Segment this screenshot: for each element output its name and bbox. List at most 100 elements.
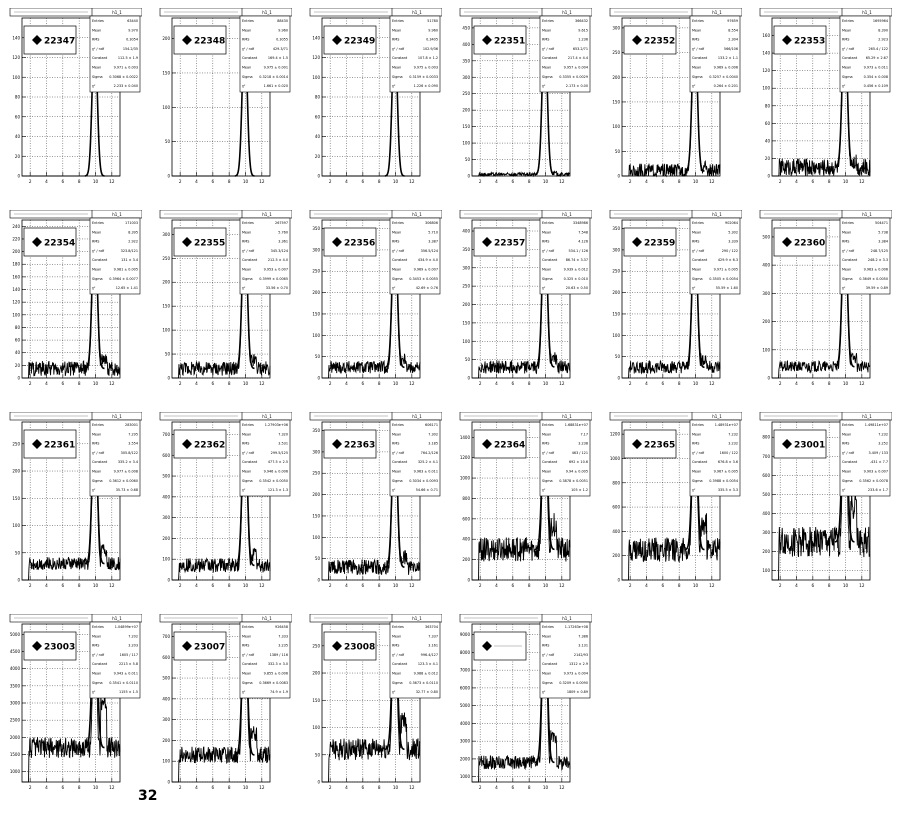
y-tick-label: 250	[612, 269, 620, 274]
x-tick-label: 8	[678, 179, 681, 184]
legend-marker-icon	[182, 641, 192, 651]
histogram-panel: h1_12 4 6 8 10 120204060801001201401601802002…	[9, 210, 142, 386]
stats-label: Mean	[392, 432, 401, 436]
stats-value: 54.66 ± 0.71	[416, 488, 438, 492]
stats-label: Mean	[842, 432, 851, 436]
y-tick-label: 250	[312, 643, 320, 648]
stats-value: 7.202	[128, 634, 138, 638]
stats-label: Mean	[542, 672, 551, 676]
hist-name: h1_1	[862, 212, 872, 217]
x-tick-label: 2	[179, 583, 182, 588]
legend-marker-icon	[182, 35, 192, 45]
x-tick-label: 10	[93, 785, 99, 790]
stats-value: 9.973 ± 0.004	[564, 672, 588, 676]
stats-value: 97659	[727, 19, 738, 23]
y-tick-label: 300	[312, 247, 320, 252]
stats-value: 12.65 ± 1.41	[116, 286, 138, 290]
run-number: 22348	[194, 37, 225, 47]
stats-label: Mean	[392, 470, 401, 474]
x-tick-label: 12	[409, 179, 415, 184]
stats-box	[839, 217, 891, 295]
stats-value: 0.3669 ± 0.0083	[259, 681, 288, 685]
stats-label: RMS	[242, 240, 249, 244]
stats-value: 0.3878 ± 0.0051	[559, 479, 588, 483]
y-tick-label: 250	[612, 50, 620, 55]
x-tick-label: 4	[645, 583, 648, 588]
legend-marker-icon	[632, 439, 642, 449]
histogram-panel: h1_1 2 4 6 8 10 12 0 50 100 150 200 250 300 350 400 450 E…	[459, 8, 592, 184]
stats-label: Sigma	[542, 277, 553, 281]
stray-run-label: 32	[138, 788, 158, 804]
y-tick-label: 50	[315, 354, 321, 359]
stats-label: RMS	[542, 38, 549, 42]
x-tick-label: 2	[29, 583, 32, 588]
y-tick-label: 4000	[10, 666, 21, 671]
x-tick-label: 2	[329, 179, 332, 184]
x-tick-label: 12	[709, 583, 715, 588]
x-tick-label: 10	[543, 785, 549, 790]
histogram-panel: h1_1 2 4 6 8 10 12 0 50 100 150 200 Entries 88430 Mean…	[159, 8, 292, 184]
y-tick-label: 120	[12, 300, 20, 305]
x-tick-label: 6	[361, 179, 364, 184]
stats-label: Sigma	[542, 75, 553, 79]
stats-value: 9.855 ± 0.006	[264, 672, 288, 676]
stats-label: χ² / ndf	[842, 451, 855, 455]
run-number: 22364	[494, 441, 525, 451]
histogram-trace	[322, 623, 421, 783]
stats-label: RMS	[542, 240, 549, 244]
y-tick-label: 50	[15, 550, 21, 555]
x-tick-label: 12	[859, 583, 865, 588]
stats-label: Sigma	[692, 75, 703, 79]
stats-label: Mean	[692, 28, 701, 32]
stats-value: 7.333	[278, 634, 288, 638]
histogram-trace	[622, 420, 721, 581]
x-tick-label: 6	[61, 179, 64, 184]
hist-name: h1_1	[112, 10, 122, 15]
y-tick-label: 250	[462, 91, 470, 96]
stats-label: Sigma	[92, 479, 103, 483]
stats-box	[89, 419, 141, 497]
stats-value: 3.161	[428, 644, 438, 648]
stats-value: 0.3562 ± 0.0078	[859, 479, 888, 483]
y-tick-label: 1500	[10, 752, 21, 757]
run-legend-box	[173, 631, 227, 661]
x-tick-label: 2	[779, 179, 782, 184]
stats-box	[239, 621, 291, 699]
y-tick-label: 120	[312, 55, 320, 60]
y-tick-label: 200	[312, 290, 320, 295]
x-tick-label: 6	[811, 381, 814, 386]
stats-label: Constant	[542, 258, 558, 262]
stats-value: 9.953 ± 0.007	[264, 268, 288, 272]
x-tick-label: 10	[243, 785, 249, 790]
stats-value: 1695964	[873, 19, 888, 23]
y-tick-label: 150	[162, 70, 170, 75]
stats-value: 0.3355 ± 0.0029	[559, 75, 588, 79]
x-tick-label: 6	[661, 583, 664, 588]
x-tick-label: 10	[693, 583, 699, 588]
stats-value: 504471	[875, 221, 888, 225]
histogram-trace	[172, 221, 271, 379]
stats-value: 2.233 ± 0.040	[114, 84, 138, 88]
histogram-panel: h1_1 2 4 6 8 10 12 0 50 100 150 200 250 300 350 Entries…	[609, 210, 742, 386]
histogram-panel: h1_1 2 4 6 8 10 12 0 50 100 150 200 250 300 Entries 976…	[609, 8, 742, 184]
y-tick-label: 100	[612, 333, 620, 338]
histogram-trace	[472, 421, 571, 581]
stats-label: Mean	[842, 230, 851, 234]
run-number: 23001	[794, 441, 825, 451]
stats-value: 171003	[125, 221, 138, 225]
stats-value: 477.5 ± 2.5	[268, 460, 288, 464]
legend-marker-icon	[482, 35, 492, 45]
stats-label: χ²	[392, 286, 396, 290]
y-tick-label: 200	[162, 536, 170, 541]
x-tick-label: 10	[393, 381, 399, 386]
legend-marker-icon	[482, 237, 492, 247]
x-tick-label: 2	[779, 381, 782, 386]
x-tick-label: 2	[329, 583, 332, 588]
stats-value: 366432	[575, 19, 588, 23]
x-tick-label: 10	[93, 583, 99, 588]
stats-value: 8.554	[728, 28, 738, 32]
run-number: 22359	[644, 239, 675, 249]
stats-value: 0.3209 ± 0.0090	[559, 681, 588, 685]
stats-label: χ² / ndf	[692, 249, 705, 253]
stats-label: Constant	[92, 460, 108, 464]
